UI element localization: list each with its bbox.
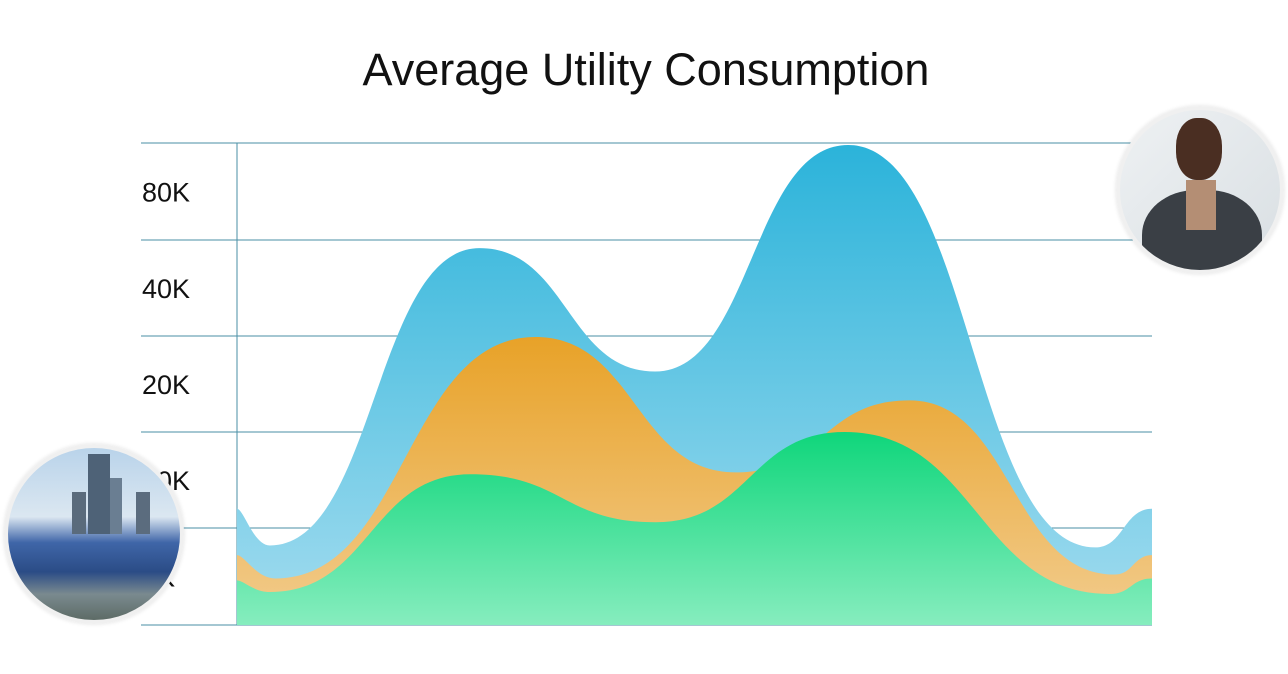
y-tick-label: 40K <box>142 274 190 304</box>
chart-title: Average Utility Consumption <box>362 44 930 95</box>
y-tick-label: 20K <box>142 370 190 400</box>
area-series-3 <box>237 432 1152 625</box>
businesswoman-photo <box>1116 106 1284 274</box>
y-tick-label: 80K <box>142 178 190 208</box>
solar-panels-city-photo <box>4 444 184 624</box>
